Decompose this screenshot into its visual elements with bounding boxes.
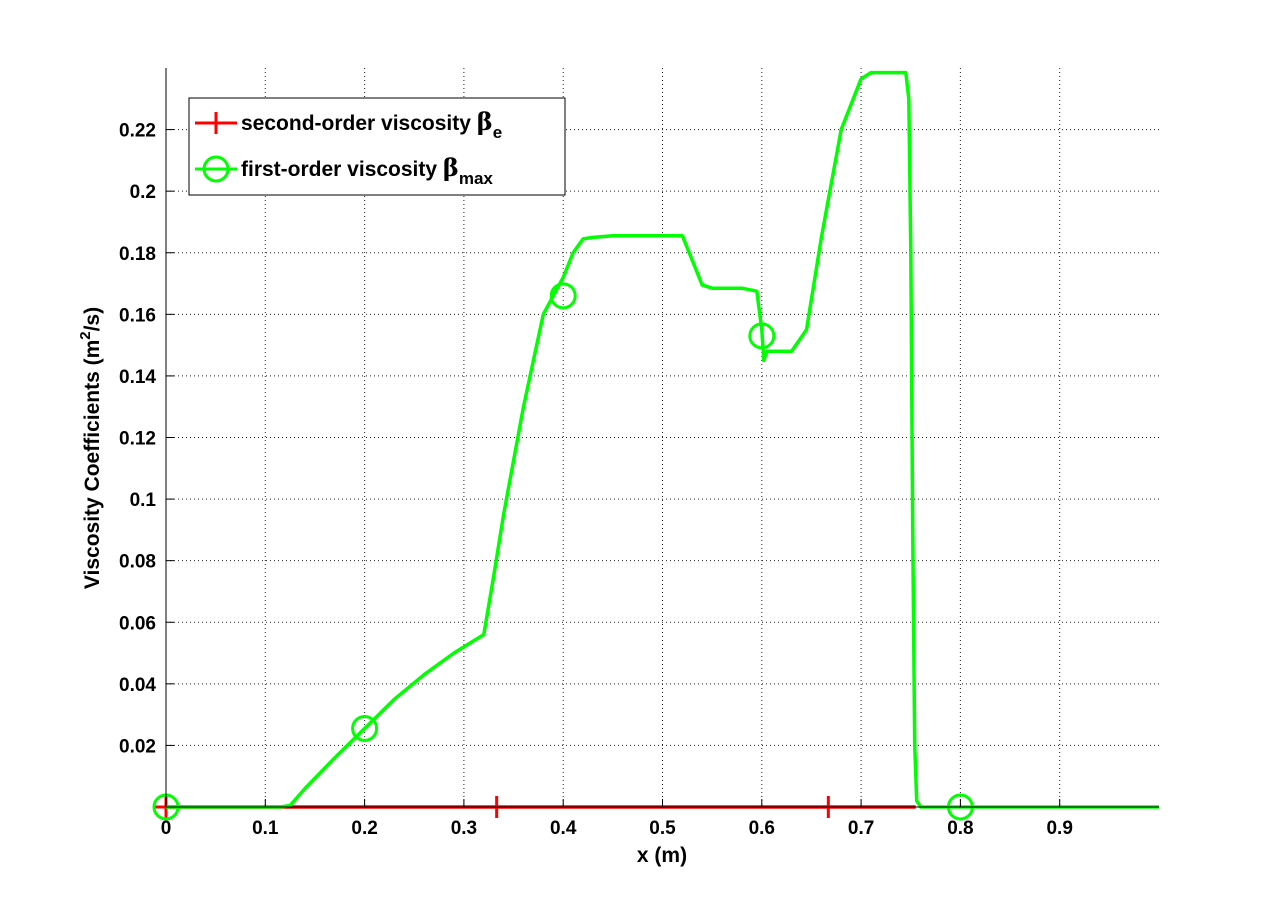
legend-label-first-order-sub: max	[459, 169, 494, 188]
y-tick-label-2: 0.06	[119, 613, 156, 634]
legend-label-first-order-main: first-order viscosity	[241, 158, 443, 181]
legend-label-second-order-sub: e	[493, 123, 502, 142]
series-line-1	[166, 70, 1159, 809]
x-tick-label-8: 0.8	[947, 818, 973, 839]
x-tick-label-0: 0	[161, 818, 172, 839]
legend-box	[188, 97, 566, 196]
legend-entry-first-order: first-order viscosity βmax	[195, 153, 493, 188]
tick-labels: 0 0.1 0.2 0.3 0.4 0.5 0.6 0.7 0.8 0.9 0.02 0.04 0.06…	[119, 121, 1073, 839]
y-axis-title-tail: /s)	[81, 307, 104, 332]
y-tick-label-9: 0.2	[130, 182, 156, 203]
x-tick-label-5: 0.5	[649, 818, 676, 839]
axes-frame	[165, 68, 1159, 808]
x-tick-label-9: 0.9	[1046, 818, 1072, 839]
legend-entry-second-order: second-order viscosity βe	[195, 107, 502, 142]
legend-label-first-order-symbol: β	[443, 153, 459, 182]
x-tick-label-6: 0.6	[749, 818, 775, 839]
x-axis-title: x (m)	[637, 844, 687, 867]
y-tick-label-8: 0.18	[119, 244, 156, 265]
y-tick-label-7: 0.16	[119, 305, 156, 326]
x-tick-label-1: 0.1	[252, 818, 279, 839]
y-tick-label-4: 0.1	[130, 490, 157, 511]
legend-label-second-order-main: second-order viscosity	[241, 112, 477, 135]
y-axis-title: Viscosity Coefficients (m2/s)	[77, 307, 104, 589]
series-1-marker-2	[549, 282, 577, 310]
y-tick-label-6: 0.14	[119, 367, 156, 388]
x-tick-label-4: 0.4	[550, 818, 577, 839]
y-tick-label-0: 0.02	[119, 736, 156, 757]
y-tick-label-5: 0.12	[119, 429, 156, 450]
y-axis-title-main: Viscosity Coefficients (m	[81, 340, 104, 589]
legend: second-order viscosity βe first-order vi…	[188, 97, 566, 196]
x-tick-label-2: 0.2	[351, 818, 377, 839]
grid-lines	[166, 68, 1159, 807]
y-axis-title-sup: 2	[77, 331, 94, 339]
x-tick-label-3: 0.3	[451, 818, 477, 839]
series-1-marker-3	[748, 322, 776, 350]
y-tick-label-10: 0.22	[119, 121, 156, 142]
series-1-marker-1	[351, 714, 379, 742]
y-tick-label-1: 0.04	[119, 675, 156, 696]
legend-label-second-order-symbol: β	[477, 107, 493, 136]
y-tick-label-3: 0.08	[119, 552, 156, 573]
legend-label-first-order: first-order viscosity βmax	[241, 153, 493, 188]
legend-marker-circle	[202, 155, 230, 183]
x-tick-label-7: 0.7	[848, 818, 874, 839]
legend-label-second-order: second-order viscosity βe	[241, 107, 502, 142]
